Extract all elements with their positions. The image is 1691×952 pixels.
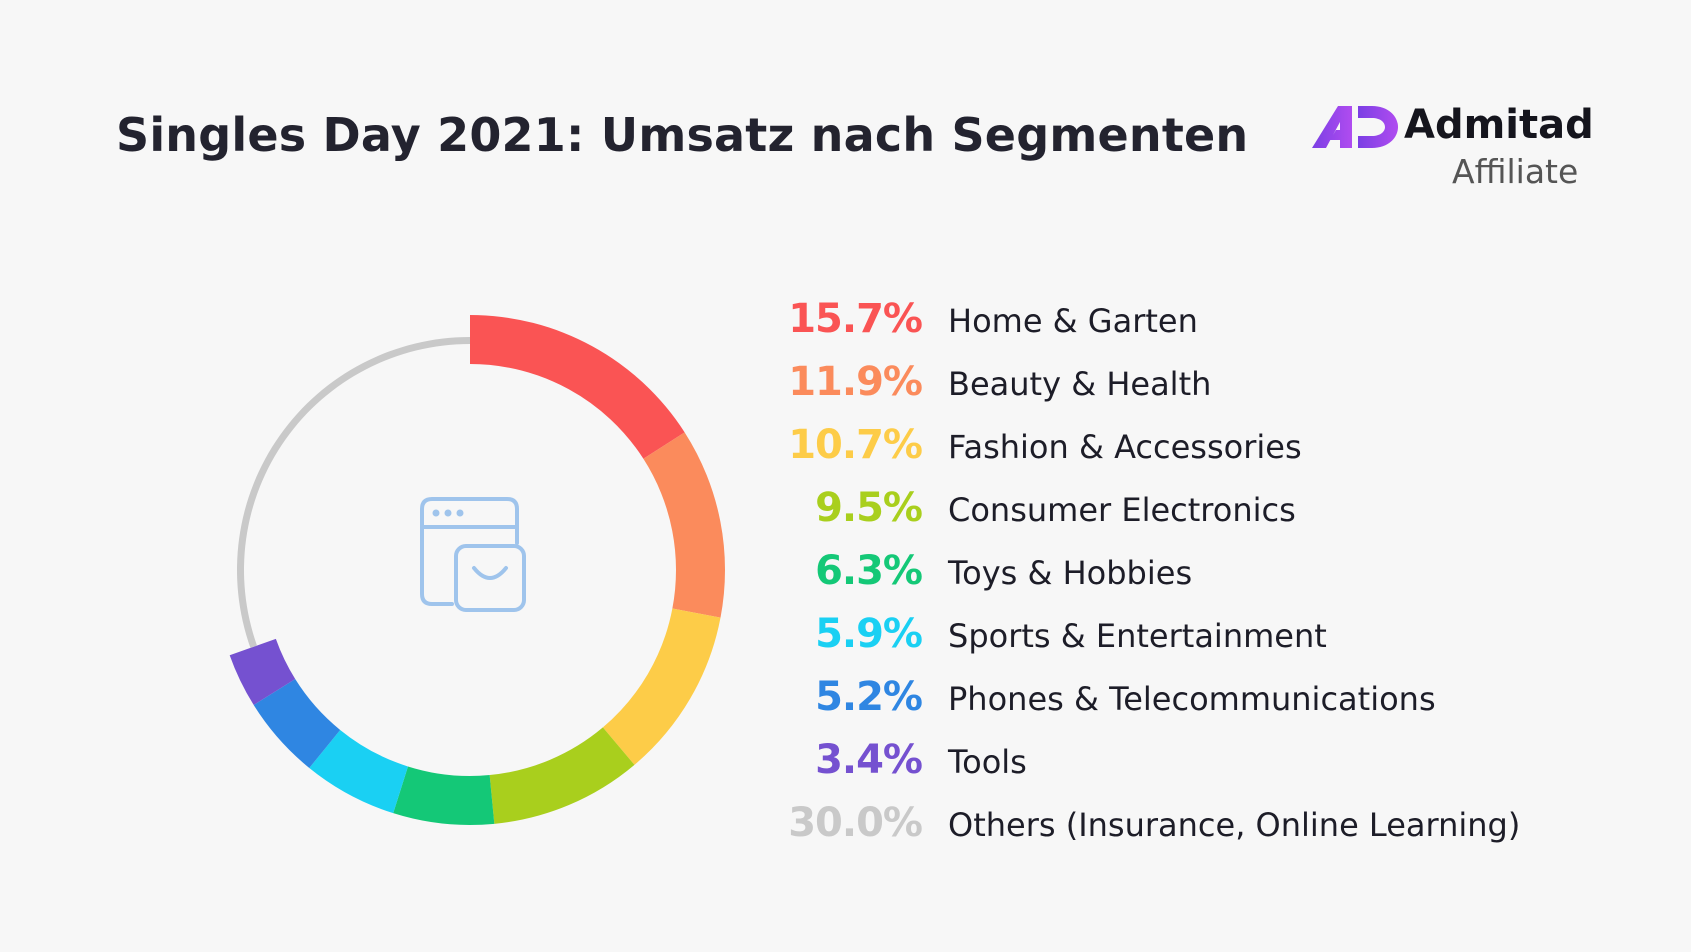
legend-value: 9.5% (815, 485, 923, 531)
legend-label: Consumer Electronics (948, 491, 1296, 529)
legend-value: 5.2% (815, 674, 923, 720)
legend-label: Home & Garten (948, 302, 1198, 340)
legend-value: 10.7% (788, 422, 923, 468)
donut-slice-sports-entertainment (309, 729, 408, 814)
legend-value: 11.9% (788, 359, 923, 405)
legend-label: Beauty & Health (948, 365, 1212, 403)
legend-value: 30.0% (788, 800, 923, 846)
donut-slice-phones-telecommunications (253, 679, 341, 768)
legend-label: Fashion & Accessories (948, 428, 1302, 466)
logo-brand-text: Admitad (1404, 102, 1594, 148)
donut-slice-toys-hobbies (393, 766, 495, 825)
legend-value: 6.3% (815, 548, 923, 594)
legend-label: Phones & Telecommunications (948, 680, 1436, 718)
legend-value: 5.9% (815, 611, 923, 657)
legend-value: 15.7% (788, 296, 923, 342)
legend-label: Toys & Hobbies (948, 554, 1193, 592)
legend-label: Others (Insurance, Online Learning) (948, 806, 1521, 844)
donut-slice-consumer-electronics (489, 727, 635, 824)
donut-slice-others-insurance-online-learning (237, 337, 470, 648)
logo-sub-text: Affiliate (1452, 152, 1579, 191)
donut-chart (229, 315, 725, 825)
legend-label: Tools (948, 743, 1027, 781)
page-title: Singles Day 2021: Umsatz nach Segmenten (116, 108, 1249, 162)
admitad-logo: Admitad Affiliate (1308, 98, 1594, 198)
donut-slice-fashion-accessories (602, 608, 721, 765)
legend-value: 3.4% (815, 737, 923, 783)
admitad-ad-logo-icon (1312, 106, 1398, 148)
shopping-bag-browser-icon (420, 497, 526, 612)
donut-slice-tools (229, 638, 296, 705)
donut-slice-beauty-health (643, 432, 725, 618)
donut-slice-home-garten (470, 315, 685, 459)
legend-label: Sports & Entertainment (948, 617, 1327, 655)
